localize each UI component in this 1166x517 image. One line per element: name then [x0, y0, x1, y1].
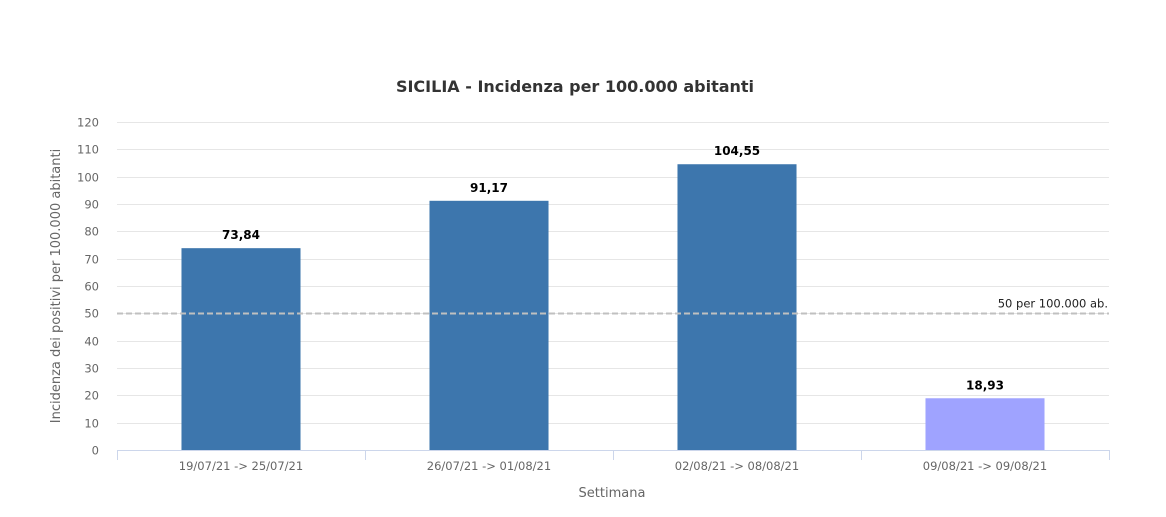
y-tick-label: 120 [77, 116, 99, 130]
y-tick-label: 110 [77, 143, 99, 157]
bar[interactable] [925, 398, 1045, 450]
y-tick-label: 60 [84, 280, 99, 294]
bar[interactable] [677, 164, 797, 451]
data-label: 104,55 [714, 144, 760, 158]
chart-title: SICILIA - Incidenza per 100.000 abitanti [396, 77, 754, 96]
y-tick-label: 0 [92, 444, 99, 458]
data-label: 91,17 [470, 181, 508, 195]
y-tick-label: 70 [84, 253, 99, 267]
data-label: 18,93 [966, 378, 1004, 392]
y-axis-title: Incidenza dei positivi per 100.000 abita… [49, 149, 64, 423]
labels-layer: 73,84 91,17 104,55 18,93 50 per 100.000 ab. [222, 144, 1108, 392]
data-label: 73,84 [222, 228, 260, 242]
y-tick-label: 30 [84, 362, 99, 376]
bar[interactable] [181, 248, 301, 450]
y-tick-label: 10 [84, 417, 99, 431]
bars-layer [181, 164, 1045, 451]
x-axis-title: Settimana [579, 486, 646, 501]
bar[interactable] [429, 200, 549, 450]
y-tick-label: 50 [84, 307, 99, 321]
y-tick-label: 40 [84, 335, 99, 349]
y-tick-label: 20 [84, 389, 99, 403]
x-tick-label: 19/07/21 -> 25/07/21 [179, 459, 303, 473]
x-tick-label: 02/08/21 -> 08/08/21 [675, 459, 799, 473]
x-tick-label: 09/08/21 -> 09/08/21 [923, 459, 1047, 473]
y-tick-label: 90 [84, 198, 99, 212]
reference-line-label: 50 per 100.000 ab. [998, 297, 1108, 311]
y-tick-label: 80 [84, 225, 99, 239]
x-tick-label: 26/07/21 -> 01/08/21 [427, 459, 551, 473]
y-tick-label: 100 [77, 171, 99, 185]
